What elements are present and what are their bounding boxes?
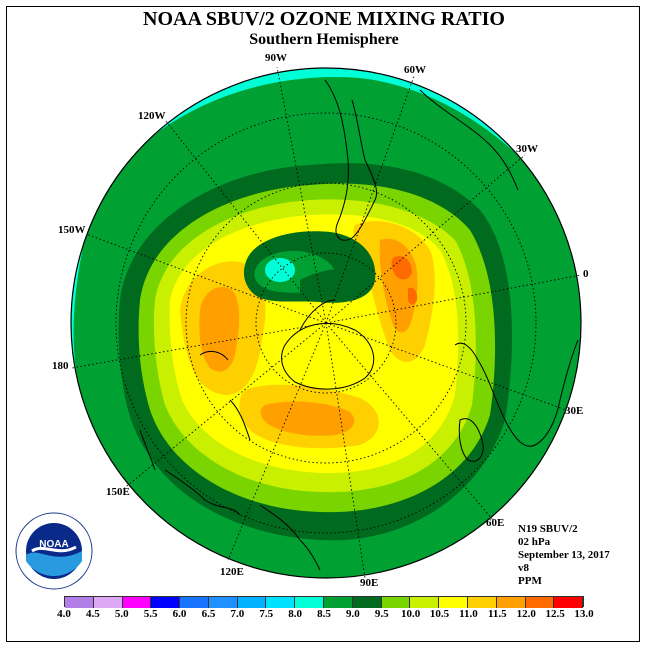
- info-level: 02 hPa: [518, 536, 551, 548]
- lon-label-60e: 60E: [486, 517, 505, 529]
- info-date: September 13, 2017: [518, 549, 610, 561]
- scale-tick-label: 12.0: [516, 608, 536, 620]
- map-frame: [6, 6, 640, 642]
- scale-tick-label: 7.5: [259, 608, 274, 620]
- scale-swatch: [381, 597, 411, 608]
- lon-label-30w: 30W: [516, 143, 538, 155]
- scale-tick-label: 11.0: [459, 608, 478, 620]
- scale-tick-label: 8.0: [288, 608, 302, 620]
- scale-swatch: [266, 597, 296, 608]
- ozone-field: [71, 68, 581, 578]
- scale-tick-label: 5.0: [114, 608, 129, 620]
- scale-tick-label: 11.5: [488, 608, 507, 620]
- scale-swatch: [93, 597, 123, 608]
- scale-tick-label: 8.5: [317, 608, 331, 620]
- map-title: NOAA SBUV/2 OZONE MIXING RATIO: [143, 8, 505, 30]
- scale-tick-label: 5.5: [143, 608, 158, 620]
- lon-label-120e: 120E: [220, 566, 244, 578]
- lon-label-30e: 30E: [565, 405, 584, 417]
- scale-tick-label: 6.0: [172, 608, 187, 620]
- scale-swatch: [439, 597, 468, 608]
- scale-tick-label: 9.0: [346, 608, 360, 620]
- scale-tick-label: 12.5: [545, 608, 565, 620]
- coastlines: [139, 79, 579, 571]
- map-boundary: [70, 67, 582, 579]
- scale-swatch: [467, 597, 497, 608]
- graticule: [71, 66, 582, 579]
- info-units: PPM: [518, 575, 542, 587]
- scale-swatch: [324, 597, 353, 608]
- scale-swatch: [122, 597, 152, 608]
- color-scale-bar: [64, 596, 584, 608]
- scale-tick-label: 9.5: [374, 608, 389, 620]
- scale-swatch: [65, 597, 94, 608]
- scale-swatch: [151, 597, 181, 608]
- logo-text: NOAA: [39, 539, 68, 550]
- info-block: N19 SBUV/2 02 hPa September 13, 2017 v8 …: [518, 523, 610, 588]
- scale-tick-label: 4.5: [86, 608, 100, 620]
- map-subtitle: Southern Hemisphere: [249, 31, 399, 48]
- scale-tick-label: 13.0: [574, 608, 594, 620]
- lon-label-180: 180: [52, 360, 69, 372]
- lon-label-150e: 150E: [106, 486, 130, 498]
- scale-swatch: [525, 597, 555, 608]
- scale-swatch: [352, 597, 382, 608]
- info-satellite: N19 SBUV/2: [518, 523, 578, 535]
- scale-tick-label: 6.5: [201, 608, 216, 620]
- scale-tick-label: 4.0: [57, 608, 71, 620]
- lon-label-0: 0: [583, 268, 589, 280]
- scale-swatch: [237, 597, 267, 608]
- scale-swatch: [295, 597, 325, 608]
- scale-tick-label: 10.5: [429, 608, 450, 620]
- scale-tick-label: 10.0: [401, 608, 421, 620]
- lon-label-150w: 150W: [58, 224, 86, 236]
- scale-swatch: [496, 597, 526, 608]
- noaa-logo: NOAA: [15, 512, 93, 590]
- scale-swatch: [180, 597, 209, 608]
- lon-label-60w: 60W: [404, 64, 426, 76]
- lon-label-90w: 90W: [265, 52, 287, 64]
- scale-swatch: [410, 597, 440, 608]
- scale-tick-label: 7.0: [230, 608, 245, 620]
- lon-label-90e: 90E: [360, 577, 379, 589]
- info-version: v8: [518, 562, 529, 574]
- scale-swatch: [554, 597, 584, 608]
- lon-label-120w: 120W: [138, 110, 166, 122]
- scale-swatch: [208, 597, 238, 608]
